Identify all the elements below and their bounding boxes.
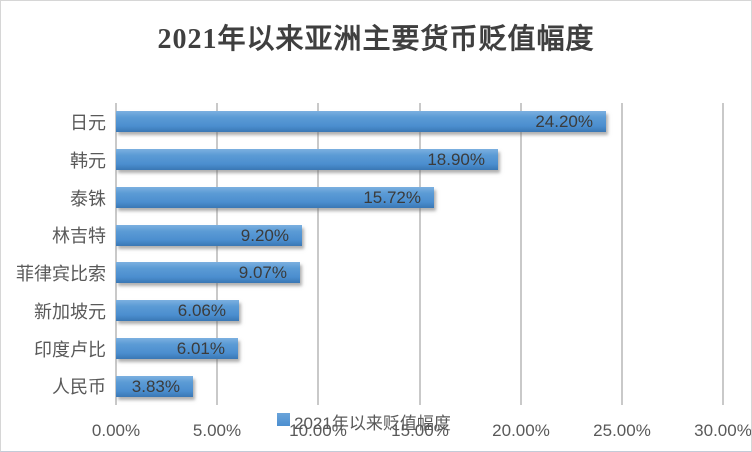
bar-日元: 24.20%	[116, 111, 606, 132]
bar-value-label: 15.72%	[363, 187, 421, 207]
category-label-新加坡元: 新加坡元	[34, 301, 106, 322]
legend: 2021年以来贬值幅度	[277, 409, 451, 434]
bar-value-label: 6.01%	[176, 338, 225, 358]
category-label-林吉特: 林吉特	[52, 225, 106, 246]
bar-泰铢: 15.72%	[116, 187, 434, 208]
bar-value-label: 18.90%	[427, 149, 485, 169]
gridline	[419, 103, 421, 405]
bar-林吉特: 9.20%	[116, 225, 302, 246]
legend-swatch-icon	[277, 413, 290, 426]
bar-value-label: 6.06%	[177, 300, 226, 320]
bar-印度卢比: 6.01%	[116, 338, 238, 359]
category-label-日元: 日元	[70, 112, 106, 133]
x-axis-label: 0.00%	[91, 421, 141, 440]
legend-label: 2021年以来贬值幅度	[294, 414, 451, 433]
x-axis-label: 25.00%	[593, 421, 651, 440]
category-label-韩元: 韩元	[70, 150, 106, 171]
category-label-人民币: 人民币	[52, 376, 106, 397]
bar-value-label: 9.07%	[238, 262, 287, 282]
bar-value-label: 3.83%	[131, 376, 180, 396]
bar-韩元: 18.90%	[116, 149, 498, 170]
gridline	[621, 103, 623, 405]
x-axis-label: 5.00%	[192, 421, 242, 440]
category-label-菲律宾比索: 菲律宾比索	[16, 263, 106, 284]
gridline	[216, 103, 218, 405]
category-label-印度卢比: 印度卢比	[34, 339, 106, 360]
x-axis-label: 20.00%	[492, 421, 550, 440]
plot-area: 24.20% 18.90% 15.72% 9.20% 9.07% 6.06% 6.01% 3.…	[115, 103, 724, 405]
chart-title: 2021年以来亚洲主要货币贬值幅度	[157, 24, 595, 55]
gridline	[115, 103, 117, 405]
x-axis-label: 15.00%	[391, 421, 449, 440]
category-label-泰铢: 泰铢	[70, 188, 106, 209]
category-axis: 日元韩元泰铢林吉特菲律宾比索新加坡元印度卢比人民币	[1, 103, 106, 405]
bar-人民币: 3.83%	[116, 376, 193, 397]
bar-value-label: 24.20%	[535, 111, 593, 131]
x-axis-label: 10.00%	[289, 421, 347, 440]
bar-新加坡元: 6.06%	[116, 300, 239, 321]
gridline	[722, 103, 724, 405]
gridline	[520, 103, 522, 405]
x-axis-label: 30.00%	[694, 421, 752, 440]
bar-value-label: 9.20%	[240, 225, 289, 245]
gridline	[317, 103, 319, 405]
bar-菲律宾比索: 9.07%	[116, 262, 300, 283]
